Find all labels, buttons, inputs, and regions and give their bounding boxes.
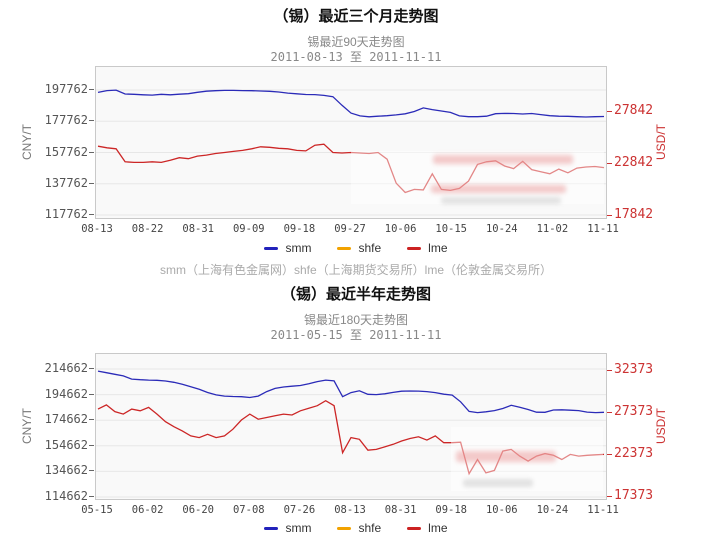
chart-subtitle: 锡最近180天走势图 [303, 313, 409, 327]
legend: smm shfe lme [0, 521, 712, 535]
legend-item-lme: lme [407, 521, 448, 535]
y-axis-tick-left: 174662 [44, 412, 88, 427]
series-line-lme [97, 143, 605, 194]
y-axis-tick-left: 134662 [44, 463, 88, 478]
y-axis-unit-usd: USD/T [654, 124, 668, 160]
legend-item-smm: smm [264, 521, 311, 535]
y-axis-tickmark-left [89, 368, 94, 369]
legend-swatch-shfe [337, 526, 352, 530]
exchange-caption: smm（上海有色金属网）shfe（上海期货交易所）lme（伦敦金属交易所） [159, 263, 552, 277]
y-axis-tick-left: 117762 [44, 207, 88, 221]
chart-section-180d: （锡）最近半年走势图 锡最近180天走势图 2011-05-15 至 2011-… [0, 278, 712, 557]
chart-section-90d: （锡）最近三个月走势图 锡最近90天走势图 2011-08-13 至 2011-… [0, 0, 712, 278]
legend-swatch-shfe [337, 246, 352, 250]
chart-title: （锡）最近半年走势图 [280, 286, 431, 303]
plot-canvas [96, 368, 606, 498]
legend-swatch-smm [264, 526, 279, 530]
y-axis-tick-right: 27373 [614, 404, 654, 420]
x-axis-tick: 08-13 [81, 223, 113, 235]
y-axis-tickmark-left [89, 120, 94, 122]
y-axis-tickmark-right [607, 162, 612, 164]
x-axis-tick: 11-11 [587, 504, 619, 516]
y-axis-tick-right: 22842 [614, 154, 654, 170]
y-axis-tick-right: 27842 [614, 102, 654, 118]
series-line-lme [97, 399, 605, 476]
chart-date-range: 2011-05-15 至 2011-11-11 [270, 328, 442, 342]
plot-area [95, 66, 607, 219]
y-axis-tickmark-right [607, 496, 612, 498]
legend-label-shfe: shfe [358, 521, 382, 535]
y-axis-tick-left: 197762 [44, 82, 88, 96]
y-axis-tickmark-right [607, 110, 612, 112]
y-axis-tickmark-left [89, 444, 94, 446]
y-axis-tickmark-left [89, 496, 94, 497]
legend-swatch-lme [407, 246, 422, 250]
x-axis-tick: 08-31 [384, 504, 417, 516]
y-axis-tickmark-left [89, 214, 94, 215]
y-axis-tick-left: 137762 [44, 175, 88, 190]
chart-subtitle: 锡最近90天走势图 [307, 35, 405, 49]
y-axis-tick-right: 22373 [614, 446, 654, 462]
legend-label-smm: smm [285, 521, 312, 535]
y-axis-tick-right: 32373 [614, 362, 654, 378]
legend-label-lme: lme [428, 241, 448, 255]
x-axis-tick: 11-02 [536, 223, 569, 235]
y-axis-tick-left: 157762 [44, 144, 88, 159]
y-axis-tickmark-left [89, 151, 94, 153]
series-line-smm [97, 89, 605, 118]
x-axis-tick: 10-24 [485, 223, 518, 235]
x-axis-tick: 09-18 [435, 504, 467, 516]
legend: smm shfe lme [0, 241, 712, 255]
x-axis-tick: 08-31 [182, 223, 214, 235]
x-axis-tick: 10-24 [536, 504, 569, 516]
y-axis-tick-left: 214662 [44, 361, 88, 375]
plot-canvas [96, 89, 606, 216]
y-axis-tickmark-left [89, 182, 94, 184]
legend-swatch-smm [264, 246, 279, 250]
x-axis-tick: 10-06 [384, 223, 417, 235]
x-axis-tick: 10-06 [485, 504, 518, 516]
y-axis-tick-left: 177762 [44, 113, 88, 128]
plot-area [95, 353, 607, 500]
y-axis-tick-right: 17373 [614, 488, 654, 504]
legend-item-lme: lme [407, 241, 448, 255]
y-axis-tick-right: 17842 [614, 206, 654, 222]
y-axis-tickmark-left [89, 89, 94, 90]
x-axis-tick: 06-20 [182, 504, 214, 516]
x-axis-tick: 09-27 [334, 223, 366, 235]
y-axis-tick-left: 194662 [44, 386, 88, 401]
legend-item-shfe: shfe [337, 241, 381, 255]
legend-label-shfe: shfe [358, 241, 382, 255]
x-axis-tick: 08-22 [131, 223, 164, 235]
x-axis-tick: 05-15 [81, 504, 113, 516]
y-axis-tick-left: 154662 [44, 437, 88, 452]
legend-item-shfe: shfe [337, 521, 381, 535]
series-line-smm [97, 370, 605, 414]
y-axis-tickmark-right [607, 214, 612, 216]
x-axis-tick: 09-18 [283, 223, 316, 235]
y-axis-tickmark-right [607, 370, 612, 372]
legend-swatch-lme [407, 526, 422, 530]
legend-item-smm: smm [264, 241, 311, 255]
x-axis-tick: 06-02 [131, 504, 164, 516]
x-axis-tick: 09-09 [232, 223, 265, 235]
x-axis-tick: 10-15 [435, 223, 467, 235]
x-axis-tick: 07-26 [283, 504, 316, 516]
chart-date-range: 2011-08-13 至 2011-11-11 [270, 50, 442, 64]
y-axis-tick-left: 114662 [44, 489, 88, 503]
y-axis-tickmark-left [89, 419, 94, 421]
y-axis-tickmark-right [607, 454, 612, 456]
x-axis-tick: 11-11 [587, 223, 619, 235]
legend-label-lme: lme [428, 521, 448, 535]
y-axis-tickmark-left [89, 393, 94, 395]
chart-title: （锡）最近三个月走势图 [273, 8, 439, 25]
x-axis-tick: 07-08 [232, 504, 265, 516]
y-axis-tickmark-right [607, 412, 612, 414]
y-axis-tickmark-left [89, 470, 94, 472]
x-axis-tick: 08-13 [334, 504, 366, 516]
legend-label-smm: smm [285, 241, 312, 255]
